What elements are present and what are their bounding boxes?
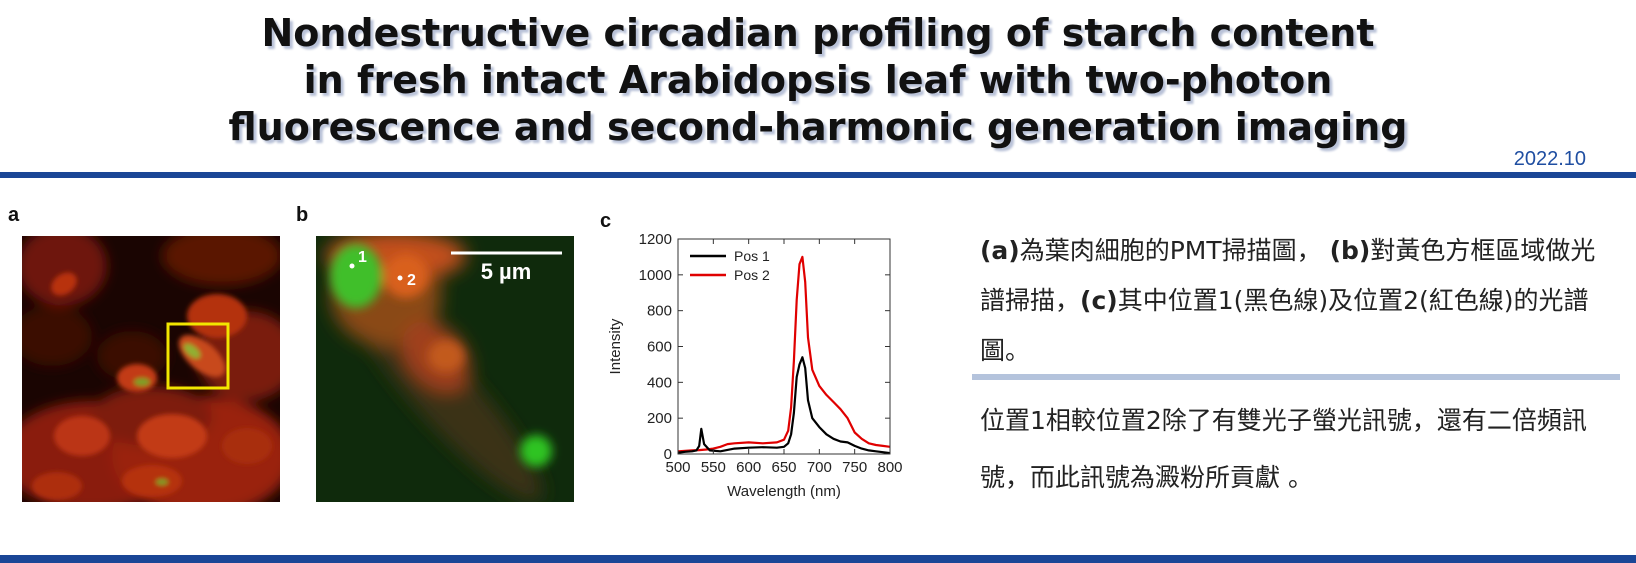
desc-a-text: 為葉肉細胞的PMT掃描圖， [1019,236,1322,265]
y-tick-label: 0 [664,446,672,463]
x-tick-label: 800 [877,459,902,476]
series-line-pos-2 [677,255,891,453]
x-tick-label: 650 [771,459,796,476]
point-1-marker [349,263,355,269]
x-tick-label: 550 [701,459,726,476]
desc-b-label: (b) [1329,236,1371,265]
x-tick-label: 500 [665,459,690,476]
y-tick-label: 200 [647,410,672,427]
footer-divider [0,555,1636,563]
x-tick-label: 700 [807,459,832,476]
point-1-label: 1 [358,249,367,266]
title-line-2: in fresh intact Arabidopsis leaf with tw… [303,58,1333,102]
legend-label: Pos 2 [734,267,770,283]
mesophyll-pmt-scan [22,236,280,502]
panel-b-image: 1 2 5 µm [316,236,574,502]
desc-a-label: (a) [980,236,1020,265]
y-tick-label: 1200 [639,231,672,248]
scale-bar-label: 5 µm [481,259,532,284]
panel-a-label: a [8,204,20,226]
plot-frame [677,238,891,455]
desc-c-label: (c) [1080,286,1118,315]
point-2-marker [397,275,403,281]
header-divider [0,172,1636,178]
y-tick-label: 600 [647,339,672,356]
description-paragraph-2: 位置1相較位置2除了有雙光子螢光訊號，還有二倍頻訊號，而此訊號為澱粉所貢獻 。 [980,406,1587,492]
y-axis-label: Intensity [607,318,624,374]
x-axis-label: Wavelength (nm) [727,483,841,500]
description-separator [972,374,1620,380]
emission-spectrum-chart: 500 550 600 650 700 750 800 0 200 400 600 800 1000 12… [607,231,903,500]
title-line-1: Nondestructive circadian profiling of st… [261,11,1375,55]
legend-label: Pos 1 [734,248,770,264]
point-2-label: 2 [407,272,416,289]
x-tick-label: 600 [736,459,761,476]
yellow-roi-box [166,322,230,390]
spectral-scan-region: 1 2 5 µm [316,236,574,502]
panel-b-label: b [296,204,309,226]
panel-a-image [22,236,280,502]
desc-c-text: 其中位置1(黑色線)及位置2(紅色線)的光譜圖。 [980,286,1589,365]
x-tick-label: 750 [842,459,867,476]
desc-b-text: 對黃色方框區域做光譜掃描， [980,236,1596,315]
series-line-pos-1 [677,356,891,455]
title-line-3: fluorescence and second-harmonic generat… [228,105,1408,149]
y-tick-label: 1000 [639,267,672,284]
date-label: 2022.10 [1513,148,1586,170]
chart-legend: Pos 1 Pos 2 [690,248,770,283]
page-title: Nondestructive circadian profiling of st… [0,10,1636,151]
panel-c-label: c [600,210,612,232]
y-tick-label: 800 [647,303,672,320]
description-paragraph-1: (a)為葉肉細胞的PMT掃描圖， (b)對黃色方框區域做光譜掃描，(c)其中位置… [980,226,1610,376]
y-tick-label: 400 [647,374,672,391]
